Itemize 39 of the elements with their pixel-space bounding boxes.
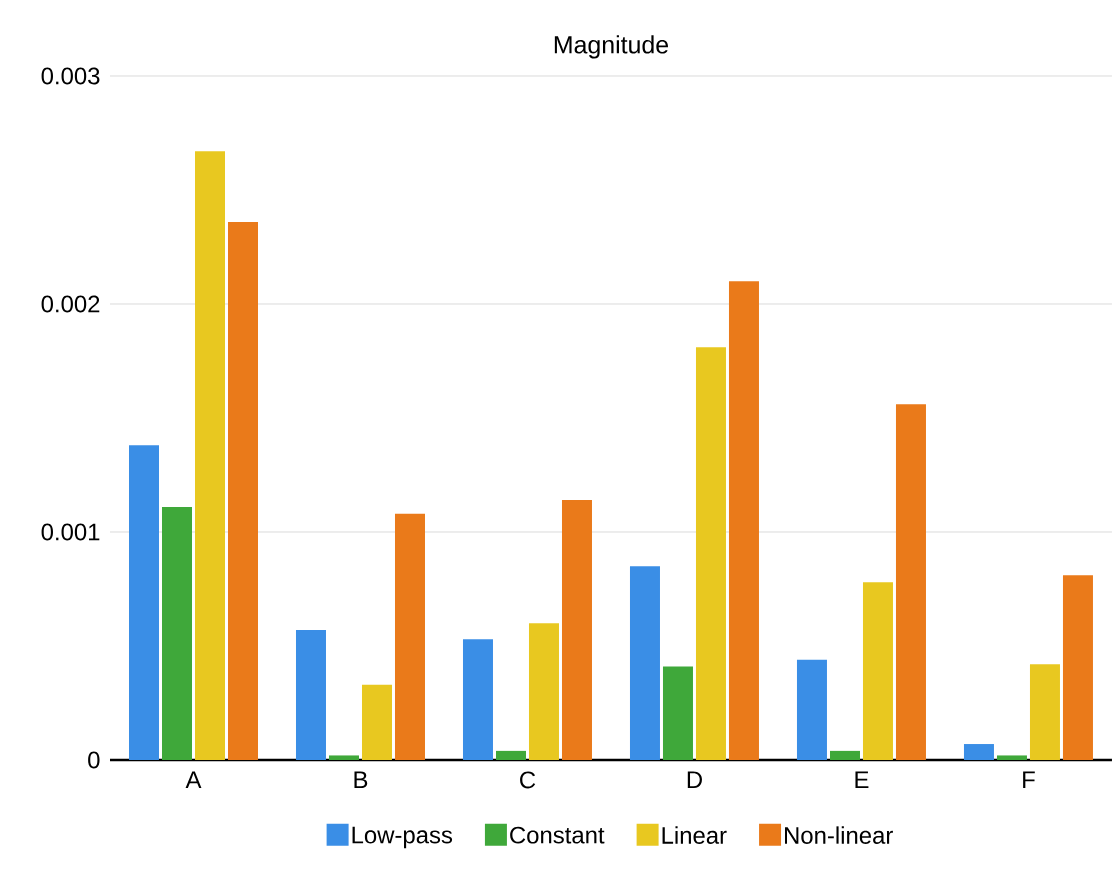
bar [228,221,258,760]
chart-title: Magnitude [554,35,669,59]
bar [1029,664,1060,760]
bar [728,281,759,760]
bar [195,151,225,760]
bar [695,347,726,760]
bar [129,445,159,760]
bar [162,506,192,760]
bar [829,750,860,760]
legend-label: Linear [662,826,727,844]
bar [796,659,827,760]
x-tick-label: E [855,771,869,788]
bar [495,750,526,760]
bar [996,755,1027,760]
bar [361,684,392,760]
y-tick-label: 0 [88,751,100,769]
bar [295,630,326,760]
y-tick-label: 0.001 [41,523,100,541]
bar [895,404,926,760]
bar [528,623,559,760]
bar [662,666,693,760]
bar [862,582,893,760]
bar [328,755,359,760]
x-tick-label: B [354,771,368,788]
x-tick-label: D [687,771,702,788]
bar [561,500,592,760]
bar [629,566,660,760]
bar [963,744,994,760]
bar [462,639,493,760]
y-tick-label: 0.002 [41,295,100,313]
x-tick-label: F [1023,771,1035,788]
legend-label: Non-linear [785,826,893,844]
legend-label: Low-pass [352,826,453,849]
bar [1062,575,1093,760]
bar [394,513,425,760]
x-tick-label: A [185,771,202,788]
y-tick-label: 0.003 [41,67,100,85]
legend-label: Constant [510,826,605,844]
x-tick-label: C [520,771,536,789]
